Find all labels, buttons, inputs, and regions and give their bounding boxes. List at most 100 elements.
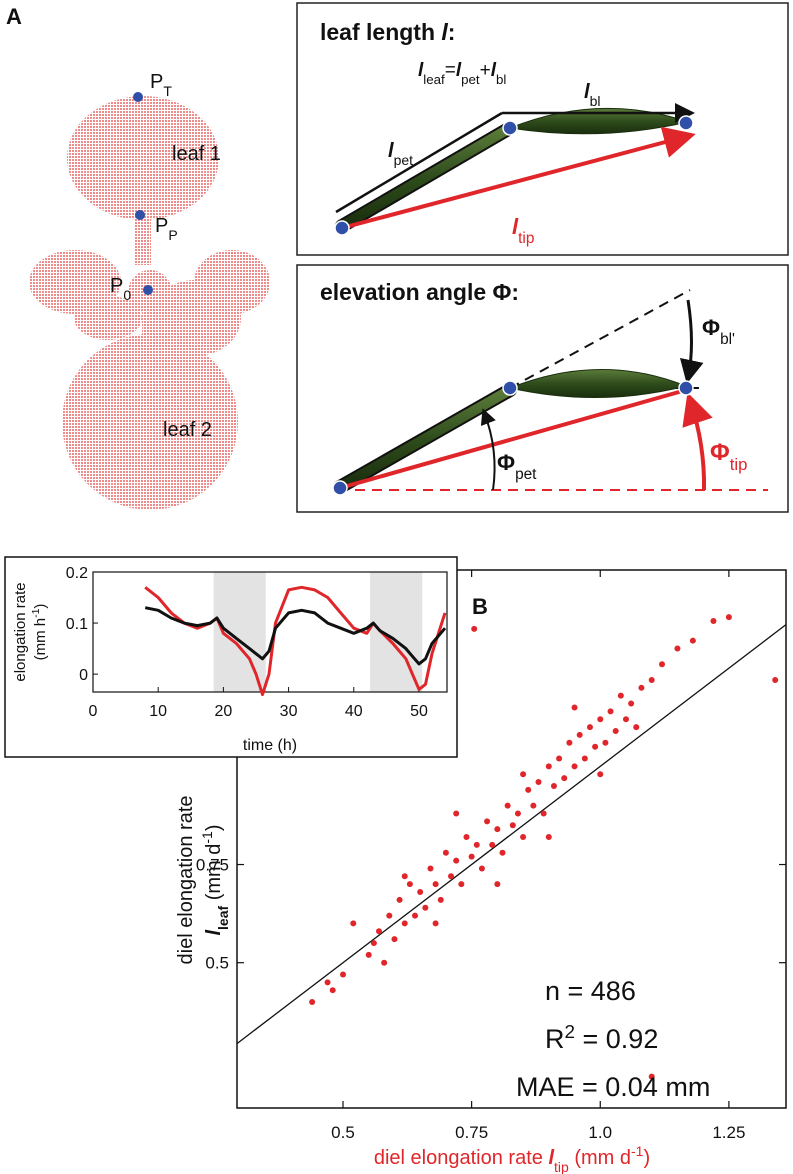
scatter-point xyxy=(550,782,557,789)
text-part: ) xyxy=(203,824,225,831)
point-marker xyxy=(133,92,143,102)
scatter-point xyxy=(494,826,501,833)
y-axis-label: (mm h-1) xyxy=(30,604,49,661)
length-box xyxy=(296,2,789,256)
text-part: P xyxy=(110,275,123,297)
scatter-point xyxy=(427,865,434,872)
scatter-point xyxy=(571,763,578,770)
scatter-point xyxy=(376,928,383,935)
annotation: MAE = 0.04 mm xyxy=(516,1072,710,1102)
text-part: l xyxy=(584,81,590,103)
scatter-point xyxy=(689,637,696,644)
scatter-point xyxy=(509,822,516,829)
scatter-point xyxy=(648,676,655,683)
scatter-point xyxy=(592,743,599,750)
scatter-point xyxy=(571,704,578,711)
scatter-point xyxy=(607,708,614,715)
text-part: l xyxy=(441,19,448,45)
scatter-point xyxy=(432,920,439,927)
x-tick-label: 0 xyxy=(89,703,98,720)
scatter-point xyxy=(324,979,331,986)
scatter-point xyxy=(772,676,779,683)
x-axis-label: time (h) xyxy=(243,737,297,754)
scatter-point xyxy=(473,841,480,848)
scatter-point xyxy=(520,771,527,778)
scatter-point xyxy=(422,904,429,911)
identity-line xyxy=(236,624,787,1045)
text-part: pet xyxy=(394,152,414,168)
scatter-point xyxy=(406,881,413,888)
text-part: (mm h xyxy=(32,618,49,661)
text-part: bl xyxy=(590,93,601,109)
panel-label: A xyxy=(6,4,22,29)
text-part: tip xyxy=(518,230,534,247)
scatter-point xyxy=(489,841,496,848)
scatter-point xyxy=(725,614,732,621)
scatter-point xyxy=(309,998,316,1005)
scatter-point xyxy=(471,625,478,632)
scatter-point xyxy=(412,912,419,919)
y-tick-label: 0.5 xyxy=(205,954,229,973)
length-label: ltip xyxy=(512,214,534,247)
scatter-point xyxy=(597,716,604,723)
text-part: leaf xyxy=(423,72,445,87)
scatter-point xyxy=(658,661,665,668)
scatter-point xyxy=(581,755,588,762)
scatter-point xyxy=(520,834,527,841)
text-part: = xyxy=(445,60,456,81)
y-axis-label: elongation rate xyxy=(12,582,29,681)
text-part: bl xyxy=(496,72,506,87)
point-marker xyxy=(143,285,153,295)
angle-diagram xyxy=(332,289,768,496)
scatter-point xyxy=(350,920,357,927)
x-tick-label: 10 xyxy=(149,703,167,720)
angle-label: Φtip xyxy=(710,439,747,474)
scatter-point xyxy=(499,849,506,856)
scatter-point xyxy=(463,834,470,841)
scatter-point xyxy=(556,755,563,762)
scatter-point xyxy=(386,912,393,919)
panel-label: B xyxy=(472,594,488,619)
annotation: n = 486 xyxy=(545,976,636,1006)
text-part: 0 xyxy=(123,287,131,303)
scatter-point xyxy=(535,779,542,786)
formula: lleaf=lpet+lbl xyxy=(418,60,506,87)
y-tick-label: 0.75 xyxy=(196,856,229,875)
scatter-point xyxy=(617,692,624,699)
scatter-point xyxy=(612,728,619,735)
scatter-point xyxy=(561,775,568,782)
angle-label: Φbl' xyxy=(702,315,735,348)
scatter-point xyxy=(448,873,455,880)
scatter-point xyxy=(566,739,573,746)
scatter-point xyxy=(401,873,408,880)
scatter-point xyxy=(365,951,372,958)
length-diagram xyxy=(334,103,696,236)
x-tick-label: 0.5 xyxy=(331,1123,355,1142)
plant-image xyxy=(29,92,270,510)
text-part: l xyxy=(548,1147,554,1169)
text-part: l xyxy=(491,60,497,81)
text-part: tip xyxy=(730,455,748,474)
scatter-point xyxy=(638,684,645,691)
text-part: ) xyxy=(643,1147,650,1169)
scatter-point xyxy=(648,1073,655,1080)
text-part: l xyxy=(203,930,225,936)
point-label: PP xyxy=(155,215,178,243)
scatter-point xyxy=(417,889,424,896)
scatter-point xyxy=(468,853,475,860)
scatter-point xyxy=(586,724,593,731)
text-part: Φ xyxy=(702,315,720,340)
scatter-point xyxy=(370,940,377,947)
x-tick-label: 1.25 xyxy=(712,1123,745,1142)
scatter-point xyxy=(458,881,465,888)
scatter-point xyxy=(453,857,460,864)
night-shading xyxy=(370,572,423,692)
scatter-point xyxy=(453,810,460,817)
scatter-point xyxy=(545,834,552,841)
point-label: PT xyxy=(150,71,172,99)
text-part: ) xyxy=(32,604,49,609)
y-tick-label: 0 xyxy=(79,667,88,684)
text-part: P xyxy=(155,215,168,237)
scatter-point xyxy=(576,731,583,738)
angle-box xyxy=(296,264,789,513)
